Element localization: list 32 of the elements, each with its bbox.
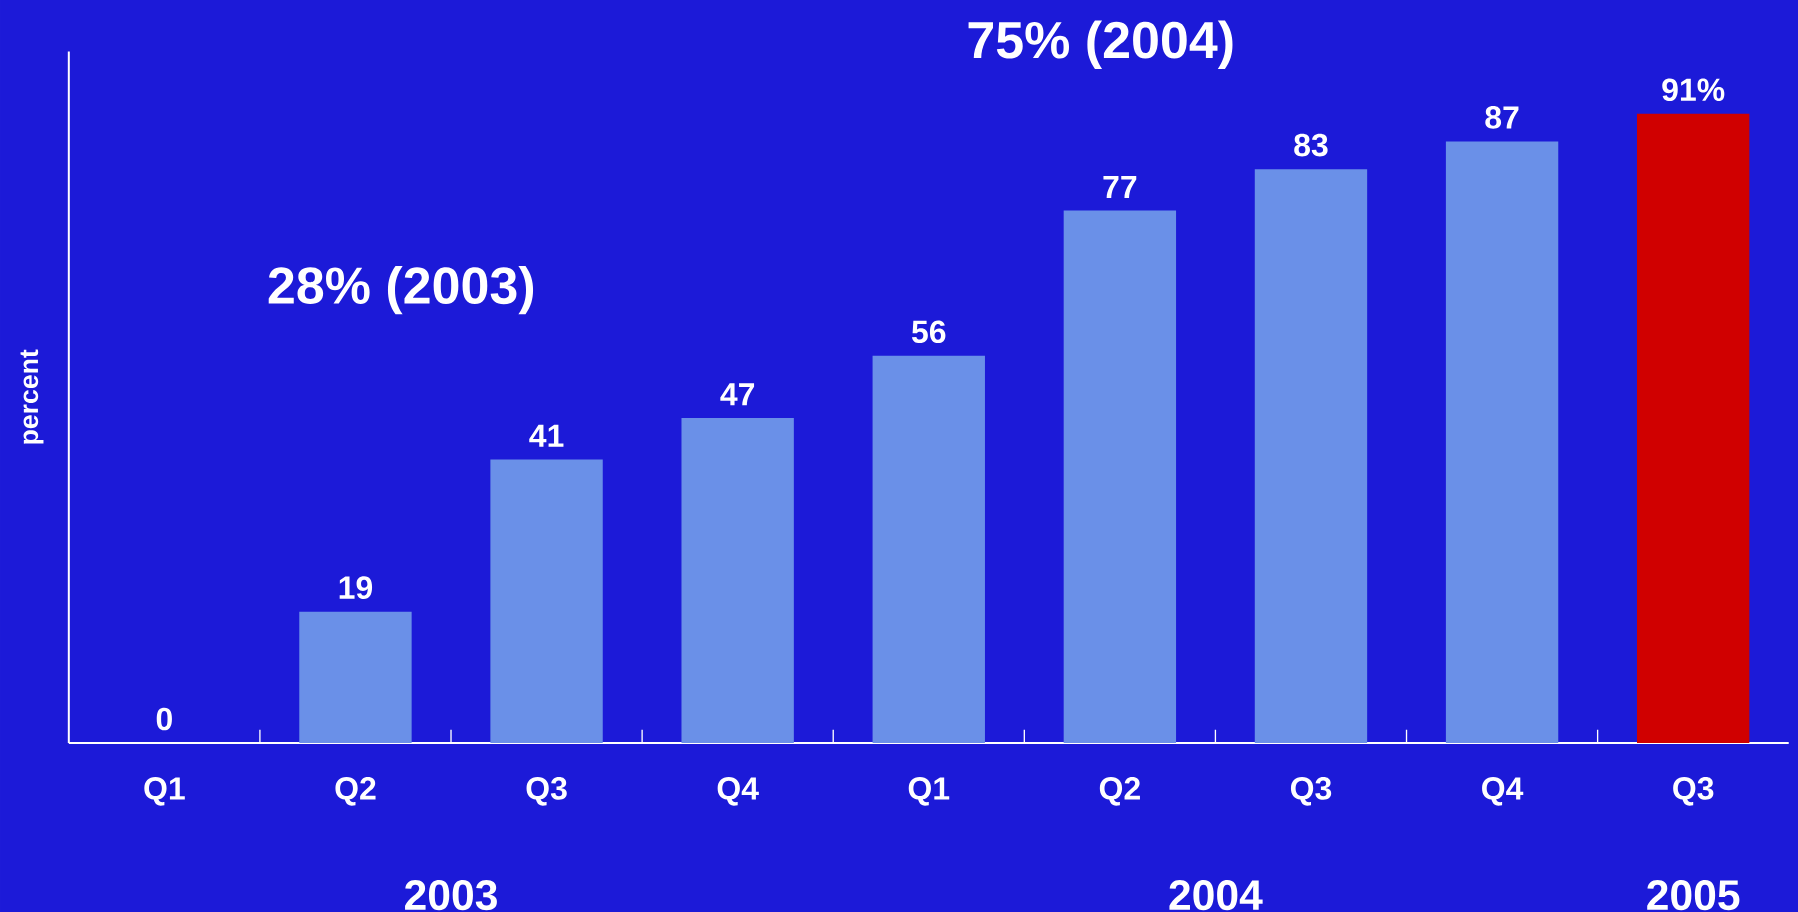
bar bbox=[872, 355, 985, 744]
data-label: 41 bbox=[529, 424, 564, 447]
data-label: 47 bbox=[720, 383, 755, 406]
bar bbox=[299, 611, 412, 744]
x-tick-label: Q2 bbox=[335, 777, 376, 806]
data-label: 0 bbox=[156, 707, 172, 731]
data-label: 83 bbox=[1294, 133, 1328, 157]
bar bbox=[1636, 113, 1750, 744]
bar bbox=[1445, 141, 1559, 744]
data-label: 87 bbox=[1485, 106, 1519, 129]
x-tick-label: Q3 bbox=[1673, 777, 1714, 806]
bar bbox=[681, 418, 794, 744]
x-tick-label: Q3 bbox=[526, 777, 567, 806]
annotation: 75% (2004) bbox=[968, 20, 1233, 69]
data-label: 77 bbox=[1103, 175, 1137, 198]
x-tick-label: Q1 bbox=[908, 777, 950, 806]
x-tick-label: Q1 bbox=[144, 777, 185, 806]
text: 2005 bbox=[1647, 880, 1740, 911]
bar bbox=[1063, 210, 1177, 744]
data-label: 19 bbox=[339, 576, 373, 599]
text: 2003 bbox=[405, 880, 497, 911]
y-axis-title: percent bbox=[20, 349, 44, 444]
x-tick-label: Q3 bbox=[1290, 777, 1332, 806]
x-tick-label: Q4 bbox=[1482, 777, 1524, 806]
x-tick-label: Q4 bbox=[717, 777, 759, 806]
data-label: 56 bbox=[911, 320, 946, 344]
data-label: 91% bbox=[1662, 78, 1725, 102]
x-tick-label: Q2 bbox=[1099, 777, 1140, 806]
text: 2004 bbox=[1169, 880, 1263, 911]
annotation: 28% (2003) bbox=[268, 265, 534, 315]
bar bbox=[1254, 169, 1368, 744]
bar bbox=[490, 459, 603, 744]
